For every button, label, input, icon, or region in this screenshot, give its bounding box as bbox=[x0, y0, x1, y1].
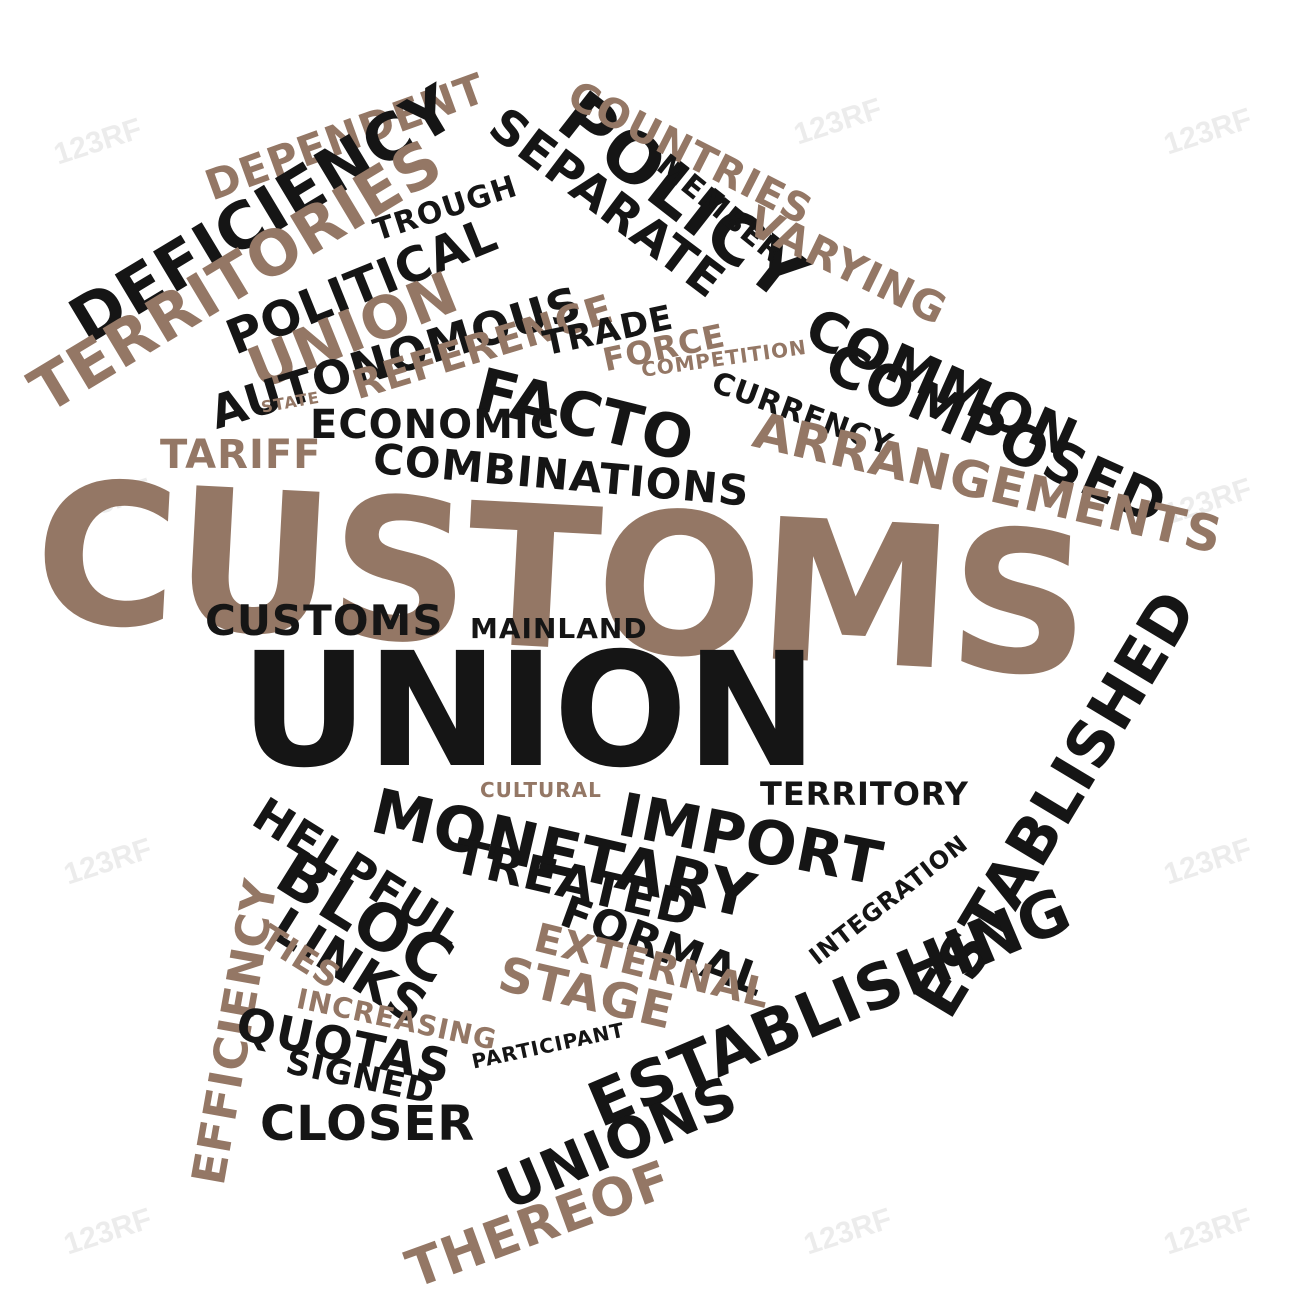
watermark: 123RF bbox=[1160, 102, 1256, 162]
word-closer: CLOSER bbox=[260, 1096, 476, 1152]
word-cloud: 123RF 123RF 123RF 123RF 123RF 123RF 123R… bbox=[17, 64, 1256, 1301]
word-economic: ECONOMIC bbox=[310, 402, 561, 448]
watermark: 123RF bbox=[1160, 832, 1256, 892]
watermark: 123RF bbox=[1160, 1202, 1256, 1262]
word-cultural: CULTURAL bbox=[480, 778, 602, 802]
watermark: 123RF bbox=[790, 92, 886, 152]
word-territory: TERRITORY bbox=[760, 775, 969, 813]
watermark: 123RF bbox=[50, 112, 146, 172]
watermark: 123RF bbox=[60, 832, 156, 892]
word-union-big: UNION bbox=[240, 619, 818, 803]
watermark: 123RF bbox=[60, 1202, 156, 1262]
watermark: 123RF bbox=[800, 1202, 896, 1262]
word-tariff: TARIFF bbox=[160, 432, 322, 478]
word-customs-small: CUSTOMS bbox=[205, 596, 444, 645]
word-mainland: MAINLAND bbox=[470, 612, 648, 645]
